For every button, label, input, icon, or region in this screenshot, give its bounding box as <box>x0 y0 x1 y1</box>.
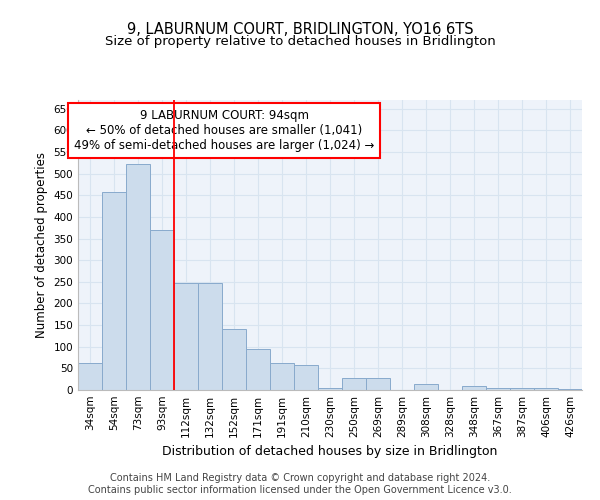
Bar <box>102 192 126 390</box>
Bar <box>198 282 222 390</box>
Text: 9 LABURNUM COURT: 94sqm
← 50% of detached houses are smaller (1,041)
49% of semi: 9 LABURNUM COURT: 94sqm ← 50% of detache… <box>74 108 374 152</box>
Bar <box>222 330 246 390</box>
Bar <box>174 282 198 390</box>
Bar <box>486 388 510 390</box>
Bar <box>270 363 294 390</box>
X-axis label: Distribution of detached houses by size in Bridlington: Distribution of detached houses by size … <box>163 446 497 458</box>
Bar <box>414 384 438 390</box>
Bar <box>294 365 318 390</box>
Text: Contains HM Land Registry data © Crown copyright and database right 2024.
Contai: Contains HM Land Registry data © Crown c… <box>88 474 512 495</box>
Bar <box>78 363 102 390</box>
Bar <box>150 230 174 390</box>
Bar <box>462 386 486 390</box>
Y-axis label: Number of detached properties: Number of detached properties <box>35 152 48 338</box>
Text: Size of property relative to detached houses in Bridlington: Size of property relative to detached ho… <box>104 35 496 48</box>
Bar <box>510 388 534 390</box>
Text: 9, LABURNUM COURT, BRIDLINGTON, YO16 6TS: 9, LABURNUM COURT, BRIDLINGTON, YO16 6TS <box>127 22 473 38</box>
Bar <box>126 164 150 390</box>
Bar <box>318 388 342 390</box>
Bar <box>534 388 558 390</box>
Bar <box>558 388 582 390</box>
Bar <box>366 378 390 390</box>
Bar <box>342 378 366 390</box>
Bar <box>246 349 270 390</box>
